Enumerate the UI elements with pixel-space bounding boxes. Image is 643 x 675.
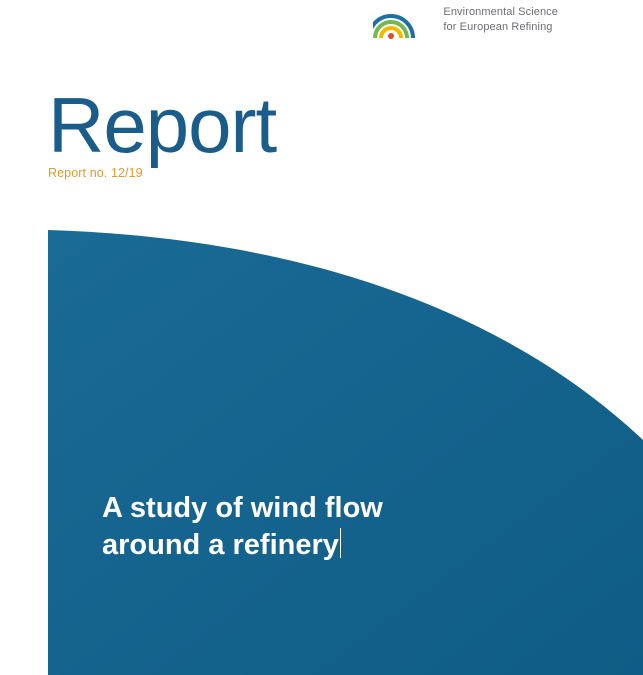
- cover-shape: [48, 230, 643, 675]
- logo-arc-icon: [373, 0, 433, 40]
- cover-curve-path: [48, 230, 643, 675]
- logo-tagline: Environmental Science for European Refin…: [443, 5, 558, 35]
- page-title: Report: [48, 86, 276, 164]
- logo-tagline-line2: for European Refining: [443, 20, 558, 35]
- text-cursor: [340, 528, 341, 558]
- study-title-line1: A study of wind flow: [102, 492, 383, 524]
- logo-tagline-line1: Environmental Science: [443, 5, 558, 20]
- org-logo: Environmental Science for European Refin…: [373, 0, 558, 40]
- title-block: Report Report no. 12/19: [48, 86, 276, 180]
- study-title-line2: around a refinery: [102, 529, 339, 561]
- study-title: A study of wind flow around a refinery: [102, 490, 383, 564]
